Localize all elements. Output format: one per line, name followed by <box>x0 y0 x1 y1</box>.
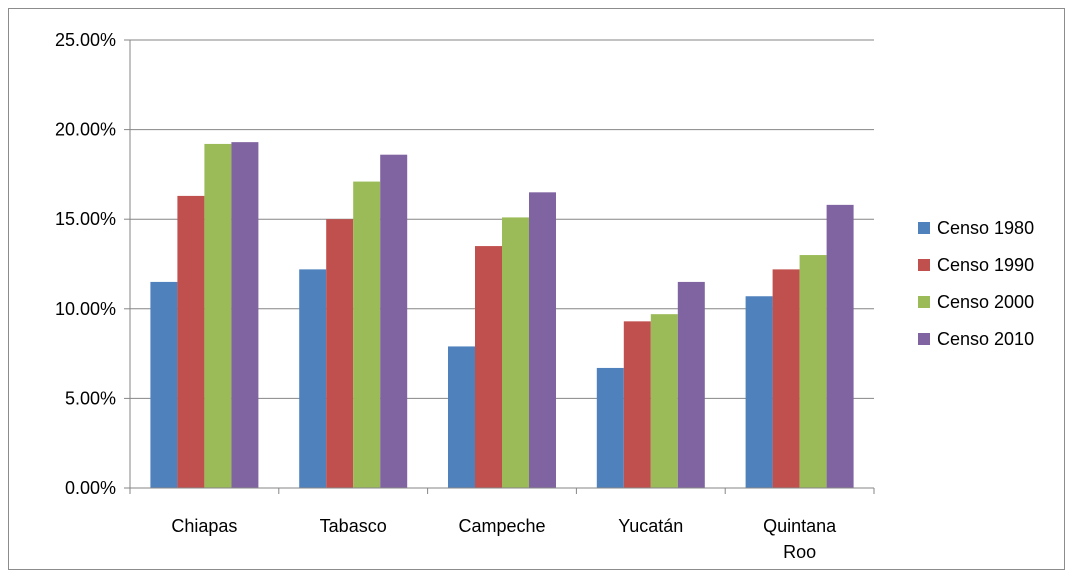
x-category-label: Campeche <box>458 516 545 536</box>
bar-censo-2010 <box>826 204 854 488</box>
legend-swatch <box>918 296 930 308</box>
axes <box>129 40 874 489</box>
bar-censo-1990 <box>326 219 354 488</box>
x-category-label: Tabasco <box>320 516 387 536</box>
x-category-label: Yucatán <box>618 516 683 536</box>
legend: Censo 1980 Censo 1990 Censo 2000 Censo 2010 <box>918 218 1034 349</box>
bar-censo-2010 <box>231 142 259 489</box>
bar-censo-2010 <box>677 281 705 488</box>
y-tick-label: 10.00% <box>55 299 116 319</box>
bar-censo-2000 <box>204 143 232 488</box>
legend-label: Censo 2010 <box>937 329 1034 349</box>
legend-label: Censo 1980 <box>937 218 1034 238</box>
bar-censo-1980 <box>448 346 475 488</box>
x-category-label: Roo <box>783 542 816 562</box>
bar-censo-1980 <box>150 281 178 488</box>
bar-censo-2010 <box>380 154 408 489</box>
bar-censo-1990 <box>623 321 651 488</box>
y-tick-label: 20.00% <box>55 120 116 140</box>
x-axis-ticks: Chiapas Tabasco Campeche Yucatán Quintana Roo <box>129 488 875 562</box>
bar-censo-1990 <box>772 269 800 488</box>
y-tick-label: 0.00% <box>65 478 116 498</box>
x-category-label: Quintana <box>763 516 837 536</box>
bar-censo-1980 <box>745 296 773 488</box>
bar-censo-1980 <box>299 269 327 488</box>
y-tick-label: 15.00% <box>55 209 116 229</box>
y-tick-label: 25.00% <box>55 30 116 50</box>
bars <box>150 142 854 489</box>
legend-label: Censo 2000 <box>937 292 1034 312</box>
x-category-label: Chiapas <box>171 516 237 536</box>
bar-censo-2000 <box>502 217 529 488</box>
y-axis-ticks: 0.00% 5.00% 10.00% 15.00% 20.00% 25.00% <box>55 30 130 498</box>
bar-censo-2000 <box>650 314 678 488</box>
bar-censo-2000 <box>353 181 381 488</box>
bar-censo-1980 <box>596 367 624 488</box>
legend-swatch <box>918 259 930 271</box>
bar-censo-1990 <box>177 195 205 489</box>
bar-censo-1990 <box>475 246 502 488</box>
y-tick-label: 5.00% <box>65 388 116 408</box>
legend-swatch <box>918 222 930 234</box>
legend-label: Censo 1990 <box>937 255 1034 275</box>
legend-swatch <box>918 333 930 345</box>
bar-censo-2010 <box>529 192 556 488</box>
bar-censo-2000 <box>799 255 827 488</box>
